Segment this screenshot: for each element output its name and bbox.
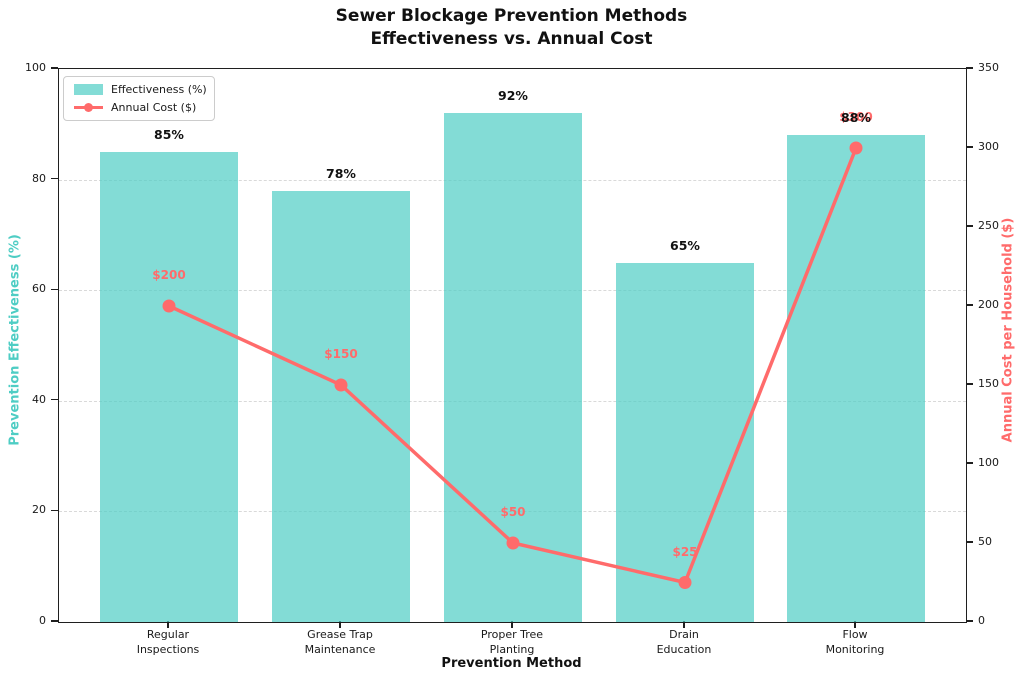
left-axis-title: Prevention Effectiveness (%) (7, 234, 23, 446)
legend-label-effectiveness: Effectiveness (%) (111, 83, 207, 96)
chart-title-line2: Effectiveness vs. Annual Cost (370, 29, 653, 49)
right-axis-tick-label: 200 (978, 298, 999, 311)
x-axis-category-label: Flow Monitoring (825, 628, 885, 656)
right-axis-tick (966, 146, 973, 148)
plot-area: Effectiveness (%) Annual Cost ($) 85% 78%… (58, 68, 967, 623)
legend-item-effectiveness: Effectiveness (%) (74, 83, 207, 96)
left-axis-tick-label: 0 (39, 614, 46, 627)
left-axis-tick (51, 620, 58, 622)
bar-value-label: 65% (670, 237, 700, 253)
right-axis-tick (966, 383, 973, 385)
x-axis-category-label: Proper Tree Planting (480, 628, 544, 656)
x-axis-tick (167, 621, 169, 628)
right-axis-title: Annual Cost per Household ($) (1000, 217, 1016, 443)
left-axis-tick (51, 509, 58, 512)
chart-title: Sewer Blockage Prevention Methods Effect… (58, 5, 965, 51)
bar-value-label: 88% (841, 110, 871, 126)
left-axis-tick-label: 100 (25, 61, 46, 74)
bar (616, 262, 754, 622)
right-axis-tick-label: 350 (978, 61, 999, 74)
legend-label-annual-cost: Annual Cost ($) (111, 101, 197, 114)
right-axis-tick (966, 225, 973, 227)
left-axis-tick-label: 80 (32, 171, 46, 185)
cost-value-label: $200 (152, 268, 186, 282)
left-axis-tick (51, 288, 58, 290)
bar (444, 113, 582, 622)
left-axis-tick-label: 20 (32, 503, 46, 517)
legend: Effectiveness (%) Annual Cost ($) (63, 76, 215, 121)
right-axis-tick-label: 150 (978, 377, 999, 390)
right-axis-tick (966, 541, 973, 543)
left-axis-tick (51, 399, 58, 401)
right-axis-tick (966, 67, 973, 69)
right-axis-tick (966, 620, 973, 622)
x-axis-tick (683, 621, 685, 628)
bar (787, 135, 925, 622)
cost-value-label: $25 (672, 544, 698, 559)
right-axis-tick-label: 50 (978, 535, 992, 548)
cost-value-label: $300 (839, 110, 873, 124)
x-axis-category-label: Regular Inspections (136, 628, 200, 656)
right-axis-tick-label: 300 (978, 140, 999, 153)
x-axis-category-label: Grease Trap Maintenance (304, 628, 376, 656)
bar-value-label: 78% (326, 165, 356, 181)
cost-value-label: $50 (500, 505, 526, 519)
right-axis-tick (966, 462, 973, 464)
cost-value-label: $150 (324, 347, 358, 361)
right-axis-tick-label: 100 (978, 456, 999, 469)
bar (272, 190, 410, 622)
x-axis-tick (339, 621, 341, 628)
x-axis-category-label: Drain Education (656, 628, 712, 656)
right-axis-tick-label: 0 (978, 614, 985, 627)
x-axis-title: Prevention Method (441, 656, 582, 671)
annual-cost-line-marker-icon (74, 102, 103, 112)
left-axis-tick-label: 40 (32, 392, 46, 406)
x-axis-tick (511, 621, 513, 628)
chart-title-line1: Sewer Blockage Prevention Methods (335, 6, 688, 26)
left-axis-tick (51, 177, 58, 180)
effectiveness-bar-swatch-icon (74, 84, 103, 95)
bar (100, 151, 238, 622)
bar-value-label: 92% (498, 88, 528, 104)
right-axis-tick-label: 250 (978, 219, 999, 232)
left-axis-tick-label: 60 (32, 282, 46, 296)
right-axis-tick (966, 304, 973, 306)
left-axis-tick (51, 67, 58, 69)
legend-item-annual-cost: Annual Cost ($) (74, 101, 204, 114)
x-axis-tick (854, 621, 856, 628)
bar-value-label: 85% (154, 126, 184, 142)
